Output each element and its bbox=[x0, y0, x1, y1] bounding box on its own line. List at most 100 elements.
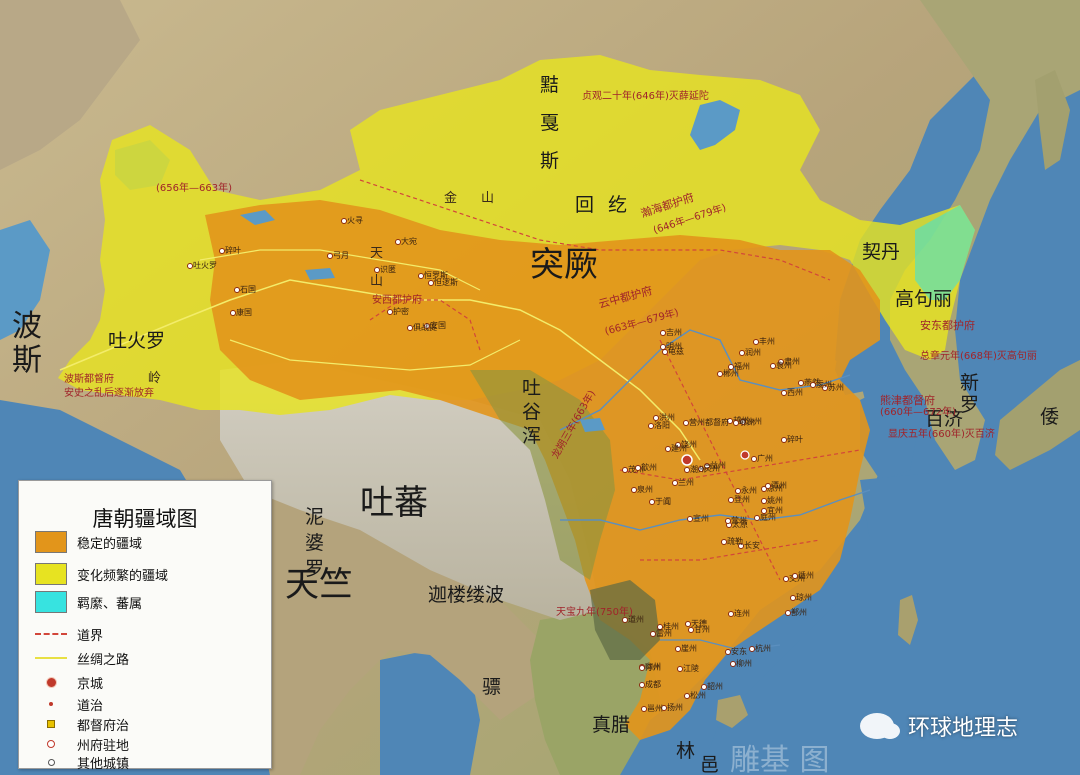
label-biao: 骠 bbox=[482, 676, 502, 698]
city-dot bbox=[783, 576, 789, 582]
capital-changan bbox=[681, 454, 693, 466]
legend-symbol-wrap bbox=[35, 676, 67, 688]
city-dot bbox=[650, 631, 656, 637]
legend-symbol-wrap bbox=[35, 720, 67, 728]
legend-label: 丝绸之路 bbox=[77, 652, 130, 668]
legend-label: 羁縻、蕃属 bbox=[77, 596, 143, 612]
city-label: 护密 bbox=[393, 307, 409, 316]
city-dot bbox=[219, 248, 225, 254]
city-dot bbox=[675, 442, 681, 448]
circuit-border-4 bbox=[640, 539, 821, 561]
city-label: 明州 bbox=[666, 342, 682, 351]
city-dot bbox=[754, 515, 760, 521]
land-west bbox=[0, 0, 140, 170]
city-dot bbox=[622, 467, 628, 473]
city-label: 桂州 bbox=[663, 622, 679, 631]
city-label: 鄯州 bbox=[791, 608, 807, 617]
label-gaogouli: 高句丽 bbox=[895, 288, 953, 310]
brand-watermark: 环球地理志 bbox=[860, 710, 1018, 742]
city-label: 潮州 bbox=[690, 465, 706, 474]
annotation-bosi: 波斯都督府 bbox=[64, 374, 114, 385]
city-label: 韶州 bbox=[707, 682, 723, 691]
city-label: 龟兹 bbox=[668, 347, 684, 356]
city-label: 吐火罗 bbox=[193, 261, 217, 270]
city-dot bbox=[770, 363, 776, 369]
city-dot bbox=[698, 466, 704, 472]
city-label: 于阗 bbox=[655, 497, 671, 506]
territory-vassal bbox=[915, 205, 975, 300]
city-dot bbox=[730, 661, 736, 667]
city-dot bbox=[675, 646, 681, 652]
city-dot bbox=[665, 446, 671, 452]
city-dot bbox=[687, 516, 693, 522]
legend-symbol-circuit bbox=[49, 702, 53, 706]
tuyuhun-region bbox=[470, 370, 615, 580]
city-dot bbox=[725, 518, 731, 524]
yellow-river bbox=[559, 329, 851, 431]
annotation-xiongjin: 熊津都督府 bbox=[880, 394, 935, 407]
legend-title: 唐朝疆域图 bbox=[92, 507, 198, 531]
label-tubo: 吐蕃 bbox=[360, 483, 428, 523]
city-label: 郴州 bbox=[723, 369, 739, 378]
annotation-xiongjin-years: (660年—672年) bbox=[880, 407, 956, 418]
city-dot bbox=[187, 263, 193, 269]
city-label: 苏州 bbox=[828, 383, 844, 392]
city-dot bbox=[374, 267, 380, 273]
city-dot bbox=[810, 382, 816, 388]
city-dot bbox=[639, 682, 645, 688]
legend-symbol-wrap bbox=[35, 758, 67, 766]
city-label: 西州 bbox=[787, 388, 803, 397]
city-dot bbox=[790, 595, 796, 601]
circuit-border-2 bbox=[659, 339, 781, 581]
sea-east-china bbox=[700, 470, 1080, 775]
silk-road-2 bbox=[199, 249, 481, 291]
lake-qinghai bbox=[580, 418, 605, 432]
city-dot bbox=[704, 463, 710, 469]
city-dot bbox=[684, 693, 690, 699]
label-niboluo: 泥婆罗 bbox=[305, 506, 325, 580]
city-label: 怛逻斯 bbox=[434, 278, 458, 287]
city-label: 俱战提 bbox=[413, 323, 437, 332]
legend-label: 州府驻地 bbox=[77, 738, 130, 754]
city-dot bbox=[631, 487, 637, 493]
city-label: 饶州 bbox=[681, 440, 697, 449]
city-dot bbox=[622, 617, 628, 623]
city-label: 营州 bbox=[731, 516, 747, 525]
city-label: 循州 bbox=[798, 571, 814, 580]
city-dot bbox=[735, 488, 741, 494]
city-label: 疏勒 bbox=[727, 537, 743, 546]
city-dot bbox=[761, 486, 767, 492]
city-dot bbox=[639, 665, 645, 671]
label-jialouboluo: 迦楼缕波 bbox=[428, 584, 505, 606]
city-dot bbox=[641, 706, 647, 712]
yangtze-river bbox=[560, 489, 871, 531]
city-label: 兰州 bbox=[678, 478, 694, 487]
taiwan bbox=[898, 595, 918, 645]
legend-swatch bbox=[35, 563, 67, 585]
city-label: 庭州 bbox=[760, 513, 776, 522]
legend-label: 道界 bbox=[77, 628, 104, 644]
city-dot bbox=[418, 273, 424, 279]
city-dot bbox=[657, 624, 663, 630]
legend-item: 都督府治 bbox=[35, 713, 129, 735]
circuit-border bbox=[359, 179, 831, 281]
label-tianzhu: 天竺 bbox=[285, 565, 353, 605]
legend-label: 都督府治 bbox=[77, 718, 130, 734]
city-dot bbox=[662, 349, 668, 355]
city-label: 江陵 bbox=[683, 664, 699, 673]
city-dot bbox=[649, 499, 655, 505]
sea-yellow bbox=[860, 380, 920, 480]
city-label: 建州 bbox=[671, 444, 687, 453]
city-label: 越州 bbox=[733, 416, 749, 425]
city-dot bbox=[761, 508, 767, 514]
annotation-andong: 安东都护府 bbox=[920, 319, 975, 332]
label-jinshan: 金山 bbox=[444, 191, 519, 206]
city-dot bbox=[648, 423, 654, 429]
legend-symbol-wrap bbox=[35, 702, 67, 706]
city-dot bbox=[677, 666, 683, 672]
city-label: 沙州 bbox=[746, 417, 762, 426]
city-dot bbox=[395, 239, 401, 245]
city-dot bbox=[728, 497, 734, 503]
city-dot bbox=[739, 350, 745, 356]
